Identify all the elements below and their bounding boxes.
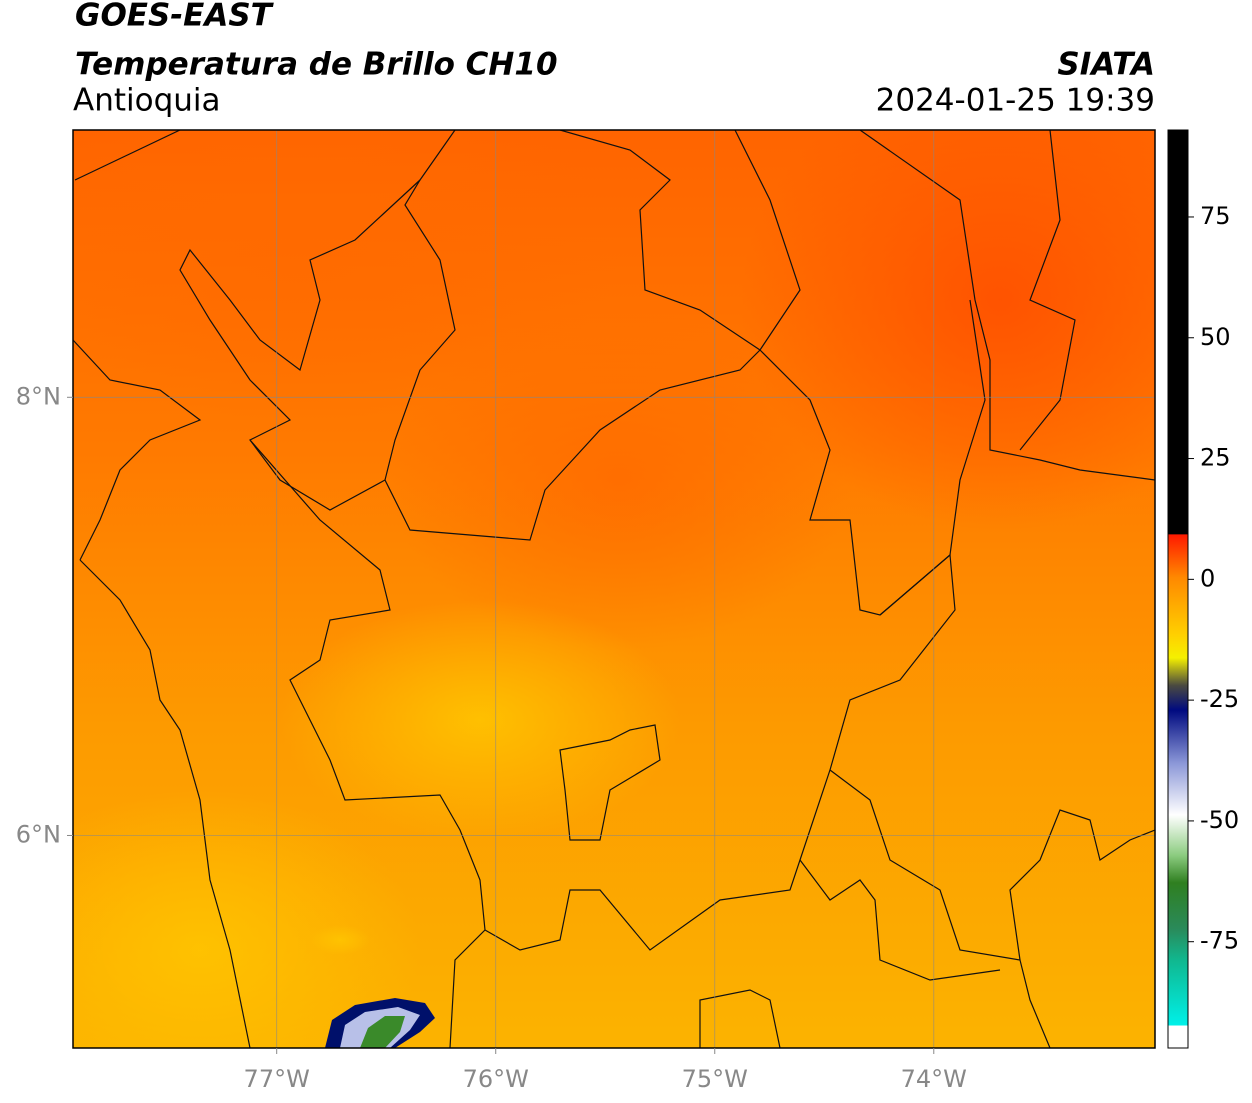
x-tick-label: 74°W bbox=[901, 1065, 967, 1093]
source: SIATA bbox=[1057, 47, 1155, 83]
colorbar-tick-label: 25 bbox=[1200, 444, 1231, 472]
map-frame bbox=[72, 129, 1156, 1049]
title: GOES-EAST bbox=[75, 0, 275, 34]
colorbar-tick-label: -25 bbox=[1200, 685, 1239, 713]
x-tick-label: 77°W bbox=[244, 1065, 310, 1093]
datetime: 2024-01-25 19:39 bbox=[876, 83, 1155, 119]
graticule bbox=[73, 130, 1155, 1048]
colorbar-tick-label: 0 bbox=[1200, 564, 1215, 592]
map-image bbox=[73, 130, 1155, 1048]
region: Antioquia bbox=[73, 83, 221, 119]
y-tick-label: 8°N bbox=[16, 382, 61, 410]
subtitle: Temperatura de Brillo CH10 bbox=[75, 47, 558, 83]
colorbar-tick-label: -75 bbox=[1200, 927, 1239, 955]
y-tick-label: 6°N bbox=[16, 820, 61, 848]
x-tick-label: 76°W bbox=[463, 1065, 529, 1093]
colorbar-tick-label: 75 bbox=[1200, 202, 1231, 230]
colorbar-tick-label: -50 bbox=[1200, 806, 1239, 834]
colorbar-tick-label: 50 bbox=[1200, 323, 1231, 351]
colorbar bbox=[1167, 129, 1189, 1049]
x-tick-label: 75°W bbox=[682, 1065, 748, 1093]
